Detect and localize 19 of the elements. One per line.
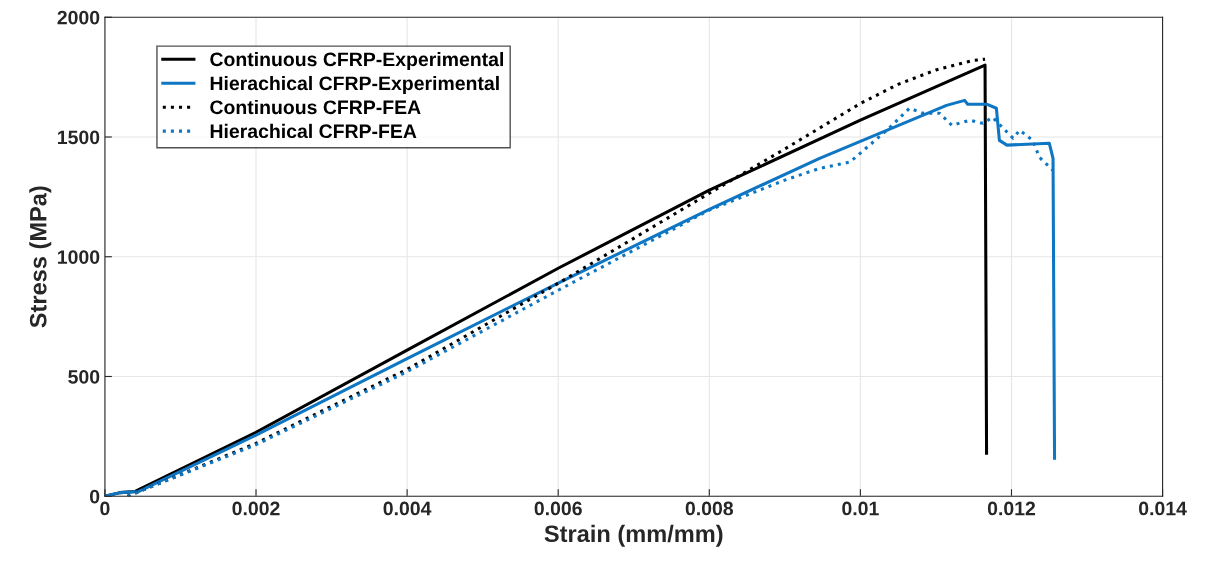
x-tick-label: 0.01 bbox=[842, 501, 879, 516]
x-tick-label: 0.006 bbox=[534, 501, 582, 516]
x-tick-label: 0.008 bbox=[685, 501, 734, 516]
legend-label: Continuous CFRP-Experimental bbox=[210, 51, 503, 71]
y-tick-label: 0 bbox=[90, 489, 100, 504]
legend-label: Continuous CFRP-FEA bbox=[210, 99, 421, 115]
y-tick-label: 1000 bbox=[58, 250, 100, 264]
x-tick-label: 0.004 bbox=[383, 501, 432, 516]
x-tick-label: 0.014 bbox=[1139, 501, 1187, 516]
x-axis-title: Strain (mm/mm) bbox=[544, 524, 723, 547]
x-tick-label: 0 bbox=[100, 501, 110, 516]
legend-label: Hierachical CFRP-Experimental bbox=[210, 75, 499, 95]
y-tick-label: 1500 bbox=[58, 130, 100, 145]
y-tick-label: 2000 bbox=[57, 10, 100, 25]
y-axis-title: Stress (MPa) bbox=[29, 186, 52, 328]
y-tick-label: 500 bbox=[68, 369, 100, 384]
x-tick-label: 0.002 bbox=[232, 501, 280, 516]
legend-label: Hierachical CFRP-FEA bbox=[210, 123, 417, 139]
x-tick-label: 0.012 bbox=[987, 501, 1036, 516]
